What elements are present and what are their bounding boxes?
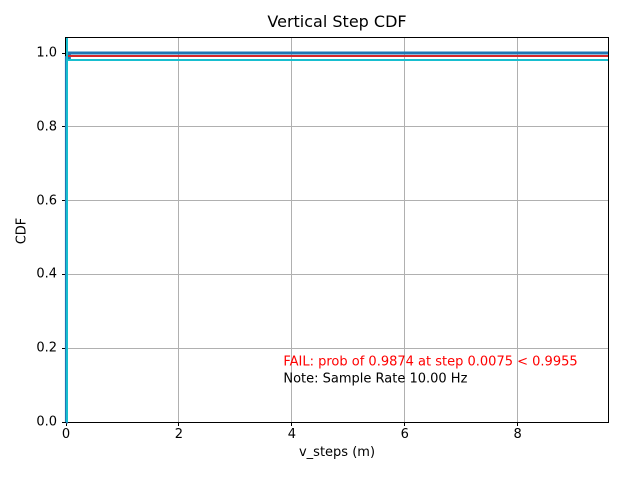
plot-area: 0 2 4 6 8 0.0 0.2 0.4 0.6 0.8 1.0 FAIL: prob of 0.9… bbox=[36, 37, 609, 442]
gridline-horizontal bbox=[66, 273, 608, 275]
y-tick-mark bbox=[62, 52, 66, 54]
y-tick-label: 1.0 bbox=[36, 45, 57, 61]
gridline-vertical bbox=[404, 38, 406, 422]
threshold-line bbox=[66, 55, 608, 58]
x-axis-label: v_steps (m) bbox=[298, 445, 376, 460]
x-tick-mark bbox=[404, 422, 406, 426]
y-tick-label: 0.4 bbox=[36, 266, 57, 282]
y-tick-label: 0.2 bbox=[36, 340, 57, 356]
x-tick-label: 8 bbox=[513, 427, 522, 442]
achieved-prob-line bbox=[66, 59, 608, 62]
y-axis-label: CDF bbox=[14, 217, 30, 245]
fail-annotation: FAIL: prob of 0.9874 at step 0.0075 < 0.… bbox=[283, 354, 578, 370]
y-tick-mark bbox=[62, 273, 66, 275]
gridline-horizontal bbox=[66, 347, 608, 349]
chart-title: Vertical Step CDF bbox=[267, 12, 407, 31]
x-tick-label: 4 bbox=[287, 427, 296, 442]
y-tick-label: 0.0 bbox=[36, 414, 57, 430]
gridline-vertical bbox=[178, 38, 180, 422]
y-tick-label: 0.8 bbox=[36, 119, 57, 135]
sample-rate-note: Note: Sample Rate 10.00 Hz bbox=[283, 371, 468, 387]
x-tick-label: 6 bbox=[400, 427, 409, 442]
y-tick-label: 0.6 bbox=[36, 193, 57, 209]
y-tick-mark bbox=[62, 126, 66, 128]
x-tick-label: 2 bbox=[174, 427, 184, 442]
gridline-horizontal bbox=[66, 200, 608, 202]
x-tick-mark bbox=[291, 422, 293, 426]
gridline-horizontal bbox=[66, 126, 608, 128]
x-tick-mark bbox=[517, 422, 519, 426]
x-tick-mark bbox=[65, 422, 67, 426]
gridline-vertical bbox=[291, 38, 293, 422]
x-tick-label: 0 bbox=[61, 427, 71, 442]
step-location-line bbox=[66, 38, 68, 422]
y-tick-mark bbox=[62, 421, 66, 423]
y-tick-mark bbox=[62, 347, 66, 349]
y-tick-mark bbox=[62, 200, 66, 202]
gridline-vertical bbox=[517, 38, 519, 422]
x-tick-mark bbox=[178, 422, 180, 426]
